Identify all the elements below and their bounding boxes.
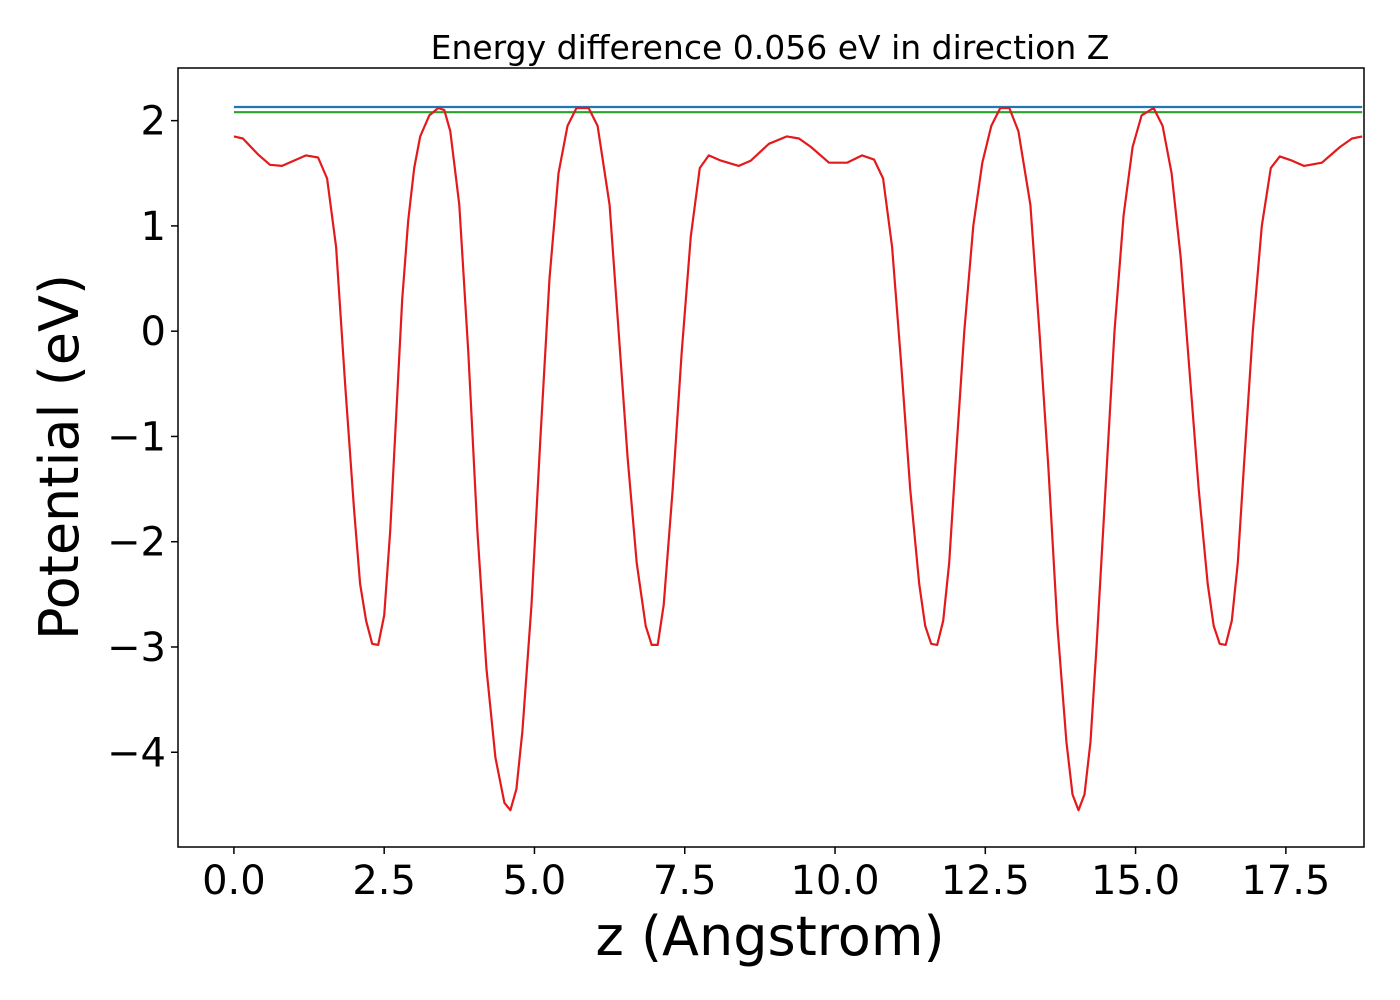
chart-title: Energy difference 0.056 eV in direction … (431, 28, 1110, 67)
y-tick-label: 0 (141, 309, 166, 355)
x-axis-label: z (Angstrom) (595, 905, 944, 968)
y-tick-label: 1 (141, 204, 166, 250)
y-tick-label: −1 (107, 414, 166, 460)
y-tick-label: −2 (107, 520, 166, 566)
y-axis-ticks: 2 1 0 −1 −2 −3 −4 (107, 99, 178, 776)
x-tick-label: 2.5 (352, 858, 416, 904)
x-tick-label: 17.5 (1241, 858, 1330, 904)
y-tick-label: −3 (107, 625, 166, 671)
y-tick-label: −4 (107, 730, 166, 776)
plot-frame (177, 67, 1365, 848)
x-tick-label: 5.0 (503, 858, 567, 904)
y-axis-label: Potential (eV) (28, 274, 91, 640)
plot-area (233, 105, 1363, 812)
series-line-3 (233, 106, 1363, 812)
x-tick-label: 12.5 (941, 858, 1030, 904)
y-tick-label: 2 (141, 99, 166, 145)
x-axis-ticks: 0.0 2.5 5.0 7.5 10.0 12.5 15.0 17.5 (202, 847, 1330, 904)
x-tick-label: 15.0 (1091, 858, 1180, 904)
x-tick-label: 10.0 (790, 858, 879, 904)
x-tick-label: 7.5 (653, 858, 717, 904)
x-tick-label: 0.0 (202, 858, 266, 904)
